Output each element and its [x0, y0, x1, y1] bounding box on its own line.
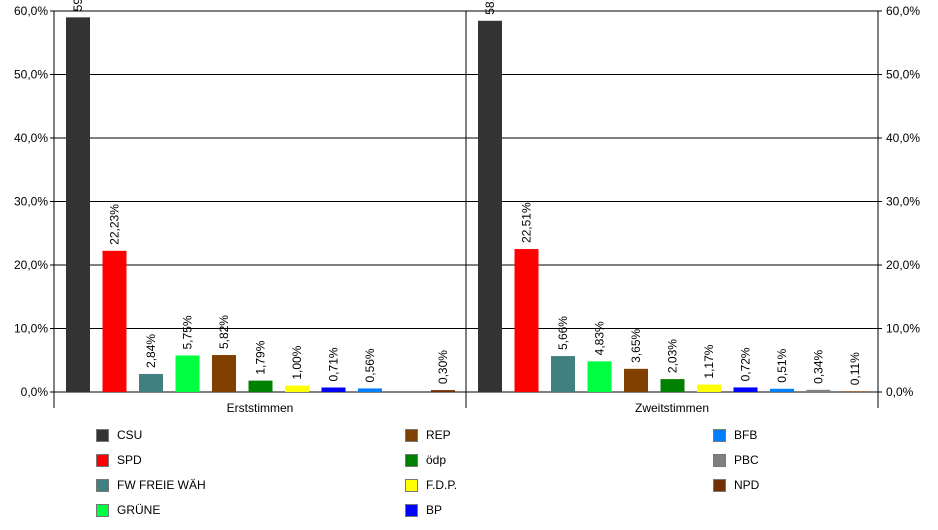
y-tick-label-right: 0,0%: [886, 385, 914, 399]
data-label: 22,51%: [520, 202, 534, 243]
y-tick-label-left: 0,0%: [21, 385, 49, 399]
data-label: 2,84%: [144, 334, 158, 368]
bar: [139, 373, 163, 392]
x-category-label: Erststimmen: [227, 401, 294, 415]
bar: [587, 361, 612, 392]
data-label: 4,83%: [593, 321, 607, 355]
data-label: 58,46%: [483, 0, 497, 15]
bar: [660, 379, 685, 392]
y-tick-label-right: 10,0%: [886, 322, 920, 336]
data-label: 0,11%: [848, 352, 862, 385]
data-label: 0,30%: [436, 350, 450, 384]
data-label: 0,34%: [812, 349, 826, 383]
bar: [66, 17, 90, 392]
y-tick-label-left: 30,0%: [14, 195, 48, 209]
data-label: 0,71%: [327, 347, 341, 381]
y-tick-label-left: 20,0%: [14, 258, 48, 272]
y-tick-label-left: 40,0%: [14, 131, 48, 145]
bar: [212, 355, 236, 392]
y-tick-label-left: 50,0%: [14, 68, 48, 82]
data-label: 22,23%: [108, 204, 122, 245]
bar: [358, 388, 382, 392]
bar: [175, 355, 200, 392]
data-label: 0,72%: [739, 347, 753, 381]
y-tick-label-right: 20,0%: [886, 258, 920, 272]
x-category-label: Zweitstimmen: [635, 401, 709, 415]
data-label: 0,51%: [775, 348, 789, 382]
bar: [806, 389, 831, 392]
y-tick-label-left: 10,0%: [14, 322, 48, 336]
data-label: 5,82%: [217, 315, 231, 349]
y-tick-label-right: 60,0%: [886, 4, 920, 18]
y-tick-label-left: 60,0%: [14, 4, 48, 18]
y-tick-label-right: 30,0%: [886, 195, 920, 209]
data-label: 1,17%: [702, 344, 716, 378]
bar: [248, 380, 273, 392]
bar: [733, 387, 758, 392]
data-label: 3,65%: [629, 328, 643, 362]
data-label: 1,00%: [290, 345, 304, 379]
bar: [431, 390, 455, 392]
bar: [478, 20, 502, 393]
data-label: 5,75%: [181, 315, 195, 349]
bar: [770, 388, 794, 392]
data-label: 5,66%: [556, 316, 570, 350]
data-label: 2,03%: [666, 339, 680, 373]
bar: [843, 391, 867, 392]
data-label: 0,56%: [363, 348, 377, 382]
bar: [321, 387, 346, 392]
y-tick-label-right: 50,0%: [886, 68, 920, 82]
data-label: 1,79%: [254, 340, 268, 374]
y-tick-label-right: 40,0%: [886, 131, 920, 145]
bar: [285, 385, 309, 392]
bar: [624, 368, 648, 392]
bar: [697, 384, 721, 392]
bar: [102, 250, 127, 392]
bar: [551, 356, 575, 392]
bar: [514, 249, 539, 392]
data-label: 59,00%: [71, 0, 85, 11]
